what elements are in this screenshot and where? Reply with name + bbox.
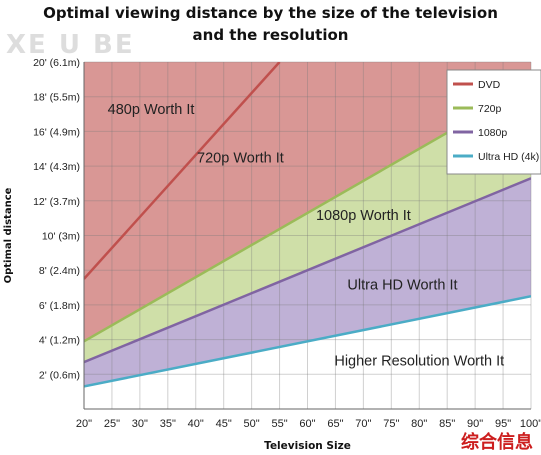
x-tick-label: 60"	[299, 418, 315, 430]
y-tick-label: 6' (1.8m)	[39, 300, 80, 312]
y-tick-label: 4' (1.2m)	[39, 335, 80, 347]
y-tick-label: 10' (3m)	[42, 231, 80, 243]
region-higher-resolution	[84, 296, 531, 409]
legend-label-1: DVD	[478, 79, 501, 91]
series-line-3	[84, 177, 531, 364]
y-axis-label: Optimal distance	[3, 187, 14, 283]
legend-box	[446, 69, 541, 175]
corner-watermark: 综合信息	[461, 432, 533, 453]
x-tick-label: 80"	[411, 418, 427, 430]
series-line-1	[84, 62, 281, 280]
region-label-1: 480p Worth It	[108, 102, 195, 118]
x-tick-label: 55"	[271, 418, 287, 430]
y-tick-label: 14' (4.3m)	[33, 161, 80, 173]
x-tick-label: 35"	[160, 418, 176, 430]
region-label-4: Ultra HD Worth It	[347, 277, 457, 293]
x-tick-label: 90"	[467, 418, 483, 430]
x-axis-label: Television Size	[264, 440, 351, 452]
x-tick-label: 30"	[132, 418, 148, 430]
legend-label-4: Ultra HD (4k)	[478, 151, 539, 163]
y-tick-label: 8' (2.4m)	[39, 265, 80, 277]
y-tick-label: 18' (5.5m)	[33, 92, 80, 104]
region-label-5: Higher Resolution Worth It	[334, 354, 504, 370]
region-label-2: 720p Worth It	[197, 151, 284, 167]
x-tick-label: 70"	[355, 418, 371, 430]
legend-label-2: 720p	[478, 103, 502, 115]
region-label-3: 1080p Worth It	[316, 208, 411, 224]
logo-watermark: XE U BE	[6, 30, 135, 60]
x-tick-label: 25"	[104, 418, 120, 430]
y-tick-label: 16' (4.9m)	[33, 126, 80, 138]
chart-title-line-1: Optimal viewing distance by the size of …	[43, 4, 498, 22]
x-tick-label: 50"	[244, 418, 260, 430]
series-line-4	[84, 294, 531, 388]
x-tick-label: 75"	[383, 418, 399, 430]
x-tick-label: 20"	[76, 418, 92, 430]
x-tick-label: 85"	[439, 418, 455, 430]
y-tick-label: 20' (6.1m)	[33, 57, 80, 69]
y-tick-label: 2' (0.6m)	[39, 369, 80, 381]
x-tick-label: 95"	[495, 418, 511, 430]
x-tick-label: 65"	[327, 418, 343, 430]
chart-title-line-2: and the resolution	[192, 26, 349, 44]
y-tick-label: 12' (3.7m)	[33, 196, 80, 208]
legend-label-3: 1080p	[478, 127, 507, 139]
x-tick-label: 45"	[216, 418, 232, 430]
x-tick-label: 100"	[520, 418, 541, 430]
x-tick-label: 40"	[188, 418, 204, 430]
